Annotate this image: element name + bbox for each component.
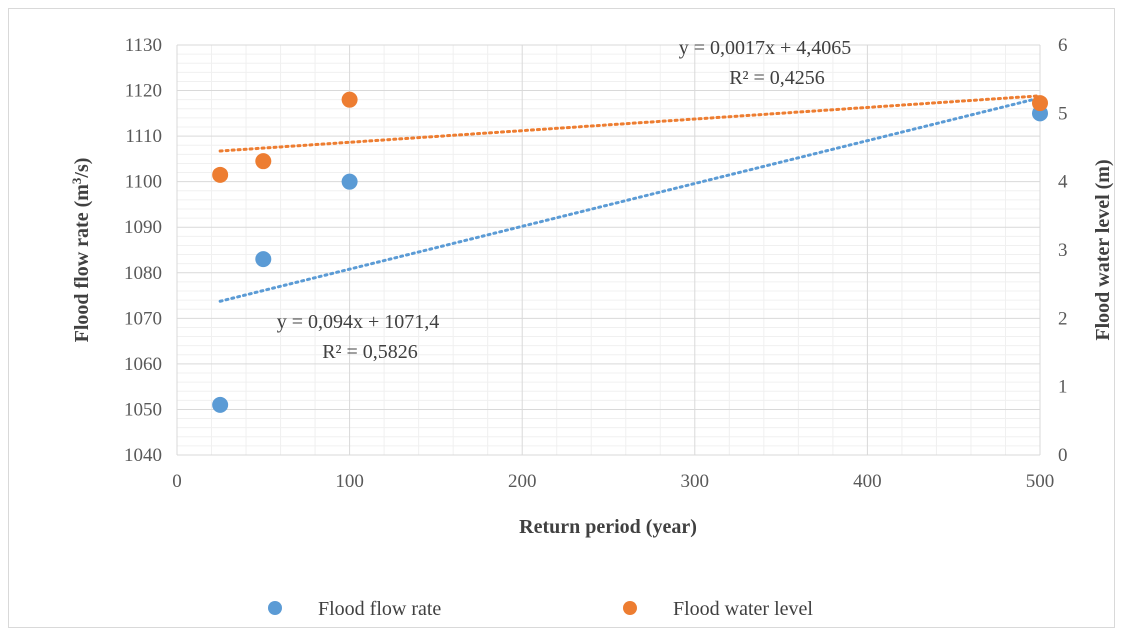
point-flow-rate [341,173,358,190]
legend-marker-flow-rate [268,601,282,615]
y-right-tick-label: 2 [1058,308,1068,329]
y-left-tick-label: 1080 [124,263,162,284]
data-points [212,91,1048,413]
trendline-equation-flow: y = 0,094x + 1071,4 [277,311,440,333]
y-right-tick-label: 4 [1058,172,1068,193]
legend-marker-water-level [623,601,637,615]
y-left-tick-label: 1110 [125,126,162,147]
x-tick-label: 200 [508,471,537,492]
y-left-tick-label: 1100 [125,172,162,193]
y-left-tick-label: 1070 [124,308,162,329]
y-left-tick-label: 1090 [124,217,162,238]
y-left-tick-label: 1060 [124,354,162,375]
trendline-flow-rate [218,96,1042,303]
right-y-axis-title: Flood water level (m) [1092,159,1114,340]
x-axis-title: Return period (year) [519,516,697,538]
left-y-axis-title-sup: 3 [69,177,84,184]
point-flow-rate [212,396,229,413]
legend: Flood flow rate Flood water level [268,598,813,620]
legend-label-water-level: Flood water level [673,598,813,620]
x-tick-label: 300 [681,471,710,492]
x-tick-label: 0 [172,471,182,492]
trendline-equation-level: y = 0,0017x + 4,4065 [679,37,852,59]
point-water-level [1032,95,1048,112]
left-y-axis-title-pre: Flood flow rate (m [71,184,93,343]
grid [176,44,1041,456]
x-tick-label: 500 [1026,471,1055,492]
left-y-axis-title-post: /s) [71,158,93,179]
y-left-tick-label: 1040 [124,445,162,466]
left-y-axis-title: Flood flow rate (m3/s) [69,158,94,343]
x-tick-label: 400 [853,471,882,492]
trendlines [218,94,1042,303]
trendline-r2-level: R² = 0,4256 [729,67,825,89]
y-right-tick-label: 3 [1058,240,1068,261]
y-right-tick-label: 0 [1058,445,1068,466]
legend-label-flow-rate: Flood flow rate [318,598,441,620]
trendline-r2-flow: R² = 0,5826 [322,341,418,363]
y-right-tick-label: 1 [1058,377,1068,398]
y-right-tick-label: 5 [1058,103,1068,124]
trendline-water-level [218,94,1042,153]
y-left-tick-label: 1120 [125,81,162,102]
x-tick-label: 100 [335,471,364,492]
tick-labels: 1040105010601070108010901100111011201130… [124,35,1068,492]
point-water-level [255,153,272,170]
point-water-level [212,166,229,183]
point-flow-rate [255,251,272,268]
y-right-tick-label: 6 [1058,35,1068,56]
point-water-level [341,91,358,108]
y-left-tick-label: 1050 [124,399,162,420]
y-left-tick-label: 1130 [125,35,162,56]
